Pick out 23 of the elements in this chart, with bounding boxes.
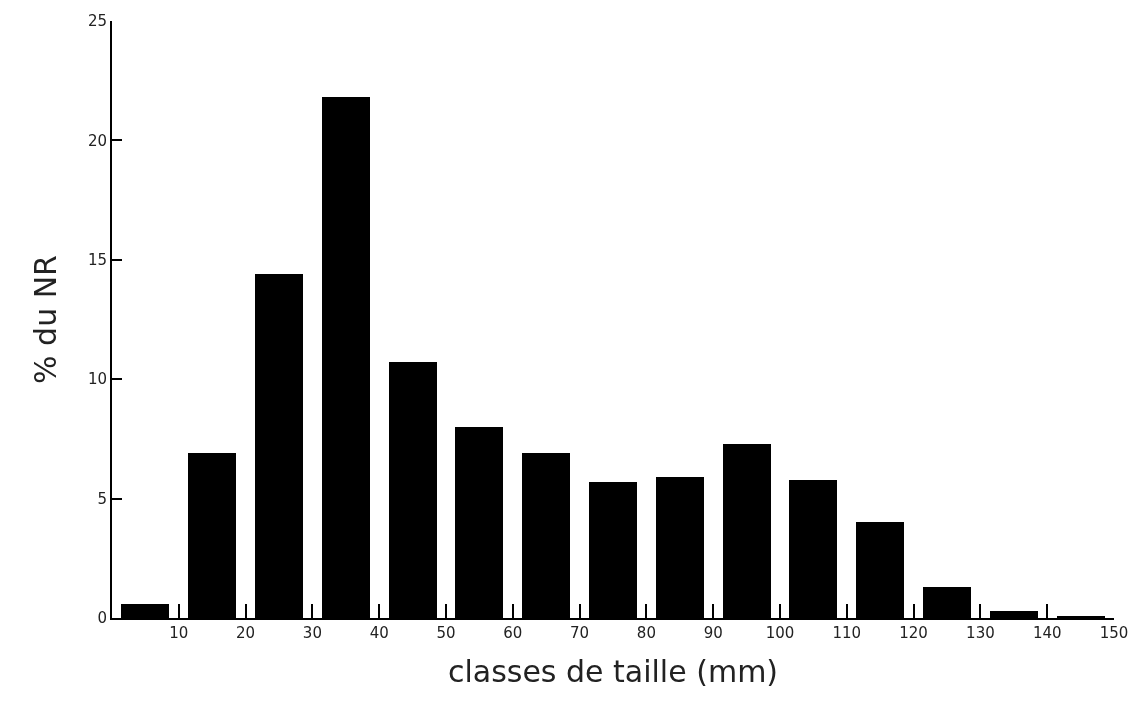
- y-tick-label: 25: [87, 12, 107, 31]
- x-tick-label: 100: [765, 624, 795, 642]
- x-tick-label: 70: [570, 624, 590, 642]
- x-tick-label: 50: [436, 624, 456, 642]
- x-tick-label: 80: [636, 624, 656, 642]
- y-tick-label: 5: [97, 489, 107, 508]
- x-tick-label: 120: [899, 624, 928, 642]
- x-tick-label: 10: [169, 624, 189, 642]
- x-tick-label: 140: [1032, 624, 1062, 642]
- x-tick-label: 30: [302, 624, 322, 642]
- x-tick-label: 130: [966, 624, 995, 642]
- y-tick-label: 0: [97, 609, 107, 628]
- x-tick-label: 150: [1099, 624, 1129, 642]
- y-tick-label: 15: [87, 251, 107, 270]
- x-tick-label: 110: [832, 624, 862, 642]
- y-tick-label: 10: [87, 370, 107, 389]
- y-tick-label: 20: [87, 131, 107, 150]
- x-axis-title: classes de taille (mm): [447, 654, 779, 689]
- x-tick-label: 90: [703, 624, 723, 642]
- x-tick-label: 20: [236, 624, 256, 642]
- x-tick-label: 40: [369, 624, 389, 642]
- y-axis-title: % du NR: [28, 255, 64, 384]
- x-tick-label: 60: [503, 624, 523, 642]
